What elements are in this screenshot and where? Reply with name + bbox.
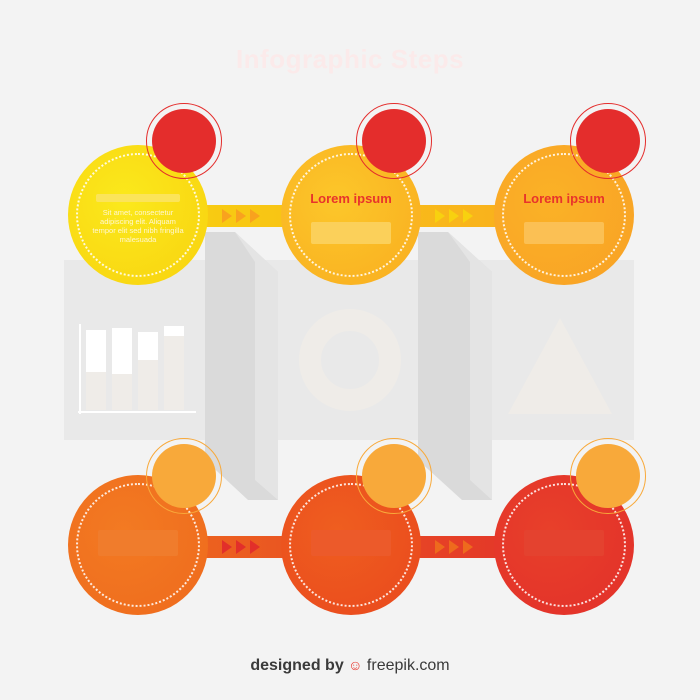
- step-6-badge: [576, 444, 640, 508]
- footer-credit: designed by ☺ freepik.com: [0, 657, 700, 675]
- bottom-arrows-2: [435, 540, 473, 554]
- top-arrows-1: [222, 209, 260, 223]
- bar-chart-icon: [78, 324, 196, 414]
- step-1-title-placeholder: [96, 194, 180, 202]
- footer-brand: freepik.com: [366, 657, 450, 674]
- step-5-text-placeholder: [311, 530, 391, 556]
- step-4-dotted-ring: [76, 483, 200, 607]
- step-6-dotted-ring: [502, 483, 626, 607]
- freepik-icon: ☺: [348, 657, 363, 673]
- top-arrows-2: [435, 209, 473, 223]
- bottom-arrows-1: [222, 540, 260, 554]
- ring-icon: [299, 309, 401, 411]
- step-3-badge: [576, 109, 640, 173]
- step-5-dotted-ring: [289, 483, 413, 607]
- step-1-badge: [152, 109, 216, 173]
- fold-left-highlight: [235, 232, 278, 500]
- step-2-text-placeholder: [311, 222, 391, 244]
- step-5-badge: [362, 444, 426, 508]
- infographic-title: Infographic Steps: [235, 44, 465, 74]
- step-6-text-placeholder: [524, 530, 604, 556]
- step-2-dotted-ring: [289, 153, 413, 277]
- step-2-badge-ring: [356, 103, 432, 179]
- step-3-badge-ring: [570, 103, 646, 179]
- step-4-text-placeholder: [98, 530, 178, 556]
- step-6-badge-ring: [570, 438, 646, 514]
- step-2-badge: [362, 109, 426, 173]
- fold-right-highlight: [448, 232, 492, 500]
- step-2-title: Lorem ipsum: [310, 191, 392, 206]
- step-1-badge-ring: [146, 103, 222, 179]
- step-4-badge-ring: [146, 438, 222, 514]
- step-4-badge: [152, 444, 216, 508]
- step-3-title: Lorem ipsum: [523, 191, 605, 206]
- step-1-body: Sit amet, consectetur adipiscing elit. A…: [92, 208, 184, 244]
- step-3-dotted-ring: [502, 153, 626, 277]
- step-1-dotted-ring: [76, 153, 200, 277]
- footer-prefix: designed by: [250, 657, 344, 674]
- triangle-icon: [508, 318, 612, 414]
- step-5-badge-ring: [356, 438, 432, 514]
- step-3-text-placeholder: [524, 222, 604, 244]
